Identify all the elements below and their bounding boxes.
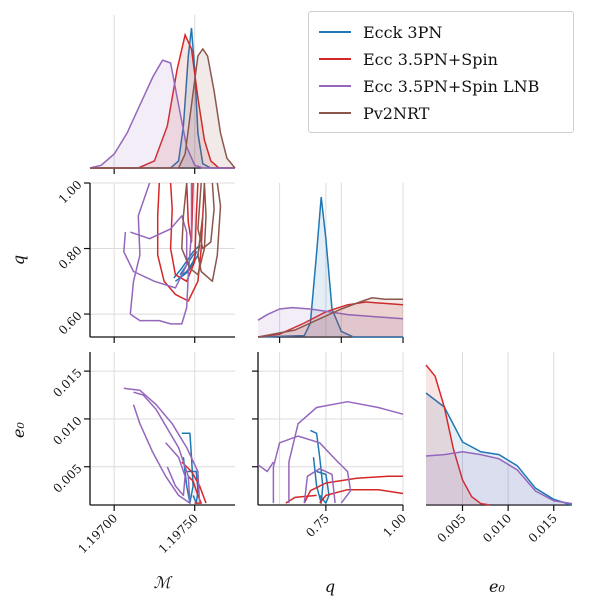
pdf-fill-ecc-3-5pn-spin-lnb <box>90 60 235 169</box>
x-tick-label: 1.19750 <box>156 511 201 556</box>
x-axis-label-e0: e₀ <box>489 577 505 596</box>
pdf-fill-ecc-3-5pn-spin <box>90 35 235 168</box>
pdf-line-ecck-3pn <box>90 27 235 169</box>
panel-mchirp-mchirp <box>89 15 236 174</box>
contour-ecc-3-5pn-spin-lnb-1 <box>288 400 404 504</box>
y-tick-label: 0.010 <box>50 414 84 448</box>
contour-ecck-3pn-0 <box>181 432 194 504</box>
contour-ecc-3-5pn-spin-0 <box>169 182 199 283</box>
x-tick-label: 0.005 <box>434 511 468 545</box>
contour-pv2nrt-2 <box>197 182 222 283</box>
legend-item-ecc-3-5pn-spin: Ecc 3.5PN+Spin <box>319 47 498 71</box>
legend-item-ecc-3-5pn-spin-lnb: Ecc 3.5PN+Spin LNB <box>319 74 539 98</box>
pdf-line-ecck-3pn <box>425 392 573 506</box>
contour-ecck-3pn-1 <box>186 470 199 504</box>
legend-item-pv2nrt: Pv2NRT <box>319 101 429 125</box>
y-tick-label: 0.005 <box>50 461 84 495</box>
contour-pv2nrt-1 <box>197 182 215 250</box>
legend-label: Ecc 3.5PN+Spin LNB <box>363 76 540 96</box>
legend-swatch <box>319 85 351 87</box>
legend-swatch <box>319 58 351 60</box>
contour-ecc-3-5pn-spin-lnb-2 <box>303 467 336 504</box>
panel-e0-e0: 0.005 0.010 0.015 <box>425 352 573 545</box>
x-tick-label: 0.010 <box>480 511 514 545</box>
panel-mchirp-e0: 0.005 0.010 0.015 1.19700 1.19750 <box>50 352 235 556</box>
y-tick-label: 0.60 <box>56 309 85 338</box>
legend-label: Ecc 3.5PN+Spin <box>363 49 498 69</box>
x-tick-label: 0.75 <box>303 511 332 540</box>
y-tick-label: 1.00 <box>56 178 85 207</box>
pdf-line-ecc-3-5pn-spin-lnb <box>257 306 404 321</box>
x-tick-label: 0.015 <box>526 511 560 545</box>
pdf-fill-ecck-3pn <box>426 393 572 505</box>
pdf-line-pv2nrt <box>90 47 236 169</box>
contour-ecc-3-5pn-spin-lnb-3 <box>257 461 275 473</box>
contour-ecc-3-5pn-spin-1 <box>181 461 207 504</box>
legend-swatch <box>319 112 351 114</box>
contour-pv2nrt-0 <box>181 182 207 276</box>
contour-ecc-3-5pn-spin-2 <box>285 494 317 504</box>
contour-ecck-3pn-0 <box>310 429 324 504</box>
contour-ecc-3-5pn-spin-lnb-0 <box>132 391 191 504</box>
x-axis-label-mchirp: ℳ <box>153 573 173 592</box>
contour-ecc-3-5pn-spin-lnb-0 <box>123 215 188 289</box>
pdf-fill-pv2nrt <box>90 49 235 168</box>
x-axis-label-q: q <box>325 577 335 596</box>
legend-label: Ecck 3PN <box>363 22 443 42</box>
contour-ecc-3-5pn-spin-lnb-1 <box>123 387 201 504</box>
contour-ecc-3-5pn-spin-lnb-0 <box>272 435 352 504</box>
contour-ecck-3pn-1 <box>316 470 330 504</box>
contour-ecc-3-5pn-spin-1 <box>156 182 206 302</box>
pdf-line-ecc-3-5pn-spin-lnb <box>89 59 235 169</box>
pdf-fill-ecck-3pn <box>258 197 403 337</box>
panel-q-e0: 0.75 1.00 <box>252 352 409 540</box>
x-tick-label: 1.00 <box>380 511 409 540</box>
legend-swatch <box>319 31 351 33</box>
y-tick-label: 0.015 <box>50 366 84 400</box>
panel-q-q <box>257 183 404 343</box>
x-tick-label: 1.19700 <box>75 511 120 556</box>
contour-ecc-3-5pn-spin-lnb-2 <box>129 183 193 325</box>
pdf-line-ecck-3pn <box>257 196 403 338</box>
contour-ecc-3-5pn-spin-1 <box>319 488 404 504</box>
pdf-fill-pv2nrt <box>258 297 403 337</box>
contour-ecc-3-5pn-spin-lnb-1 <box>129 182 151 315</box>
pdf-line-ecc-3-5pn-spin-lnb <box>425 451 573 505</box>
contour-ecc-3-5pn-spin-lnb-2 <box>165 442 186 497</box>
contour-ecc-3-5pn-spin-0 <box>303 475 403 504</box>
legend-item-ecck-3pn: Ecck 3PN <box>319 20 442 44</box>
legend-label: Pv2NRT <box>363 103 430 123</box>
pdf-line-ecc-3-5pn-spin <box>425 364 491 506</box>
y-axis-label-e0: e₀ <box>9 421 28 437</box>
y-tick-label: 0.80 <box>56 243 85 272</box>
pdf-line-ecc-3-5pn-spin <box>90 32 235 169</box>
pdf-line-pv2nrt <box>257 297 403 338</box>
panel-mchirp-q: 0.60 0.80 1.00 <box>56 178 235 343</box>
contour-ecc-3-5pn-spin-2 <box>185 182 194 243</box>
legend: Ecck 3PN Ecc 3.5PN+Spin Ecc 3.5PN+Spin LNB… <box>308 11 574 133</box>
y-axis-label-q: q <box>9 255 28 265</box>
